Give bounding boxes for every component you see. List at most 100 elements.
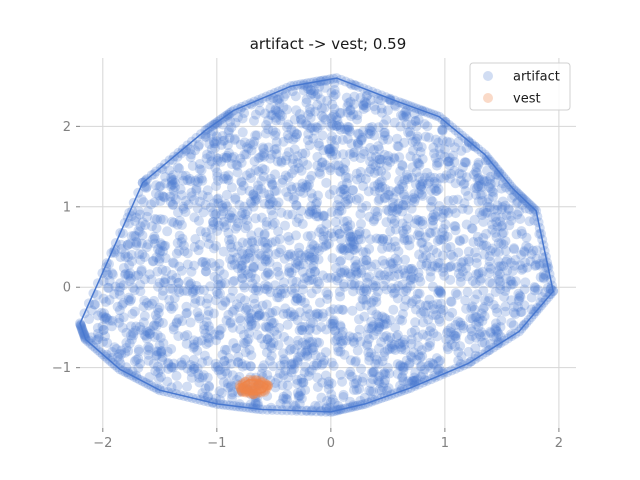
point-artifact [401, 109, 412, 120]
point-artifact [407, 162, 418, 173]
point-artifact [229, 135, 240, 146]
point-artifact [294, 390, 305, 401]
point-artifact [425, 185, 436, 196]
point-artifact [208, 217, 219, 228]
point-artifact [469, 214, 480, 225]
point-artifact [397, 337, 408, 348]
point-artifact [350, 255, 361, 266]
point-artifact [154, 190, 165, 201]
point-artifact [306, 343, 317, 354]
point-artifact [270, 169, 281, 180]
point-artifact [413, 141, 424, 152]
point-artifact [370, 358, 381, 369]
point-artifact [466, 330, 477, 341]
point-artifact [201, 153, 212, 164]
point-artifact [143, 300, 154, 311]
point-artifact [388, 288, 399, 299]
point-artifact [269, 186, 280, 197]
point-artifact [420, 232, 431, 243]
point-artifact [402, 172, 413, 183]
point-artifact [523, 242, 534, 253]
point-artifact [438, 223, 449, 234]
point-artifact [123, 292, 134, 303]
point-artifact [127, 308, 138, 319]
point-artifact [404, 378, 415, 389]
point-artifact [286, 168, 297, 179]
point-artifact [366, 126, 377, 137]
point-artifact [374, 154, 385, 165]
point-artifact [372, 375, 383, 386]
point-artifact [412, 230, 423, 241]
point-artifact [407, 172, 418, 183]
point-artifact [283, 191, 294, 202]
point-artifact [412, 288, 423, 299]
point-artifact [284, 251, 295, 262]
point-artifact [292, 340, 303, 351]
point-artifact [98, 311, 109, 322]
point-artifact [185, 278, 196, 289]
point-artifact [478, 303, 489, 314]
point-artifact [481, 240, 492, 251]
point-artifact [317, 308, 328, 319]
point-artifact [173, 277, 184, 288]
point-artifact [219, 356, 230, 367]
point-artifact [296, 165, 307, 176]
point-artifact [483, 181, 494, 192]
point-artifact [431, 185, 442, 196]
point-artifact [266, 315, 277, 326]
point-artifact [428, 142, 439, 153]
point-artifact [476, 273, 487, 284]
point-artifact [284, 266, 295, 277]
point-artifact [281, 151, 292, 162]
point-artifact [210, 240, 221, 251]
point-artifact [214, 330, 225, 341]
point-artifact [306, 274, 317, 285]
point-artifact [160, 240, 171, 251]
point-artifact [430, 152, 441, 163]
point-artifact [333, 160, 344, 171]
point-artifact [368, 144, 379, 155]
point-artifact [345, 231, 356, 242]
point-artifact [203, 321, 214, 332]
point-artifact [461, 219, 472, 230]
point-artifact [427, 215, 438, 226]
point-artifact [363, 334, 374, 345]
point-artifact [335, 256, 346, 267]
point-artifact [249, 243, 260, 254]
point-artifact [116, 345, 127, 356]
point-artifact [320, 370, 331, 381]
point-artifact [380, 375, 391, 386]
point-artifact [429, 183, 440, 194]
point-artifact [114, 348, 125, 359]
point-artifact [332, 115, 343, 126]
point-artifact [278, 308, 289, 319]
point-artifact [237, 113, 248, 124]
point-artifact [305, 112, 316, 123]
point-artifact [339, 267, 350, 278]
point-artifact [264, 199, 275, 210]
point-artifact [500, 286, 511, 297]
point-artifact [290, 263, 301, 274]
point-artifact [339, 265, 350, 276]
point-artifact [453, 247, 464, 258]
point-artifact [185, 317, 196, 328]
point-artifact [430, 227, 441, 238]
point-artifact [142, 211, 153, 222]
point-artifact [115, 282, 126, 293]
point-artifact [482, 202, 493, 213]
point-artifact [278, 394, 289, 405]
point-artifact [404, 126, 415, 137]
point-artifact [187, 160, 198, 171]
point-artifact [344, 331, 355, 342]
point-artifact [353, 139, 364, 150]
point-artifact [261, 217, 272, 228]
point-artifact [273, 373, 284, 384]
point-artifact [210, 209, 221, 220]
point-artifact [216, 323, 227, 334]
point-artifact [359, 96, 370, 107]
point-artifact [241, 149, 252, 160]
point-artifact [335, 369, 346, 380]
point-artifact [232, 160, 243, 171]
point-artifact [356, 135, 367, 146]
point-artifact [168, 185, 179, 196]
